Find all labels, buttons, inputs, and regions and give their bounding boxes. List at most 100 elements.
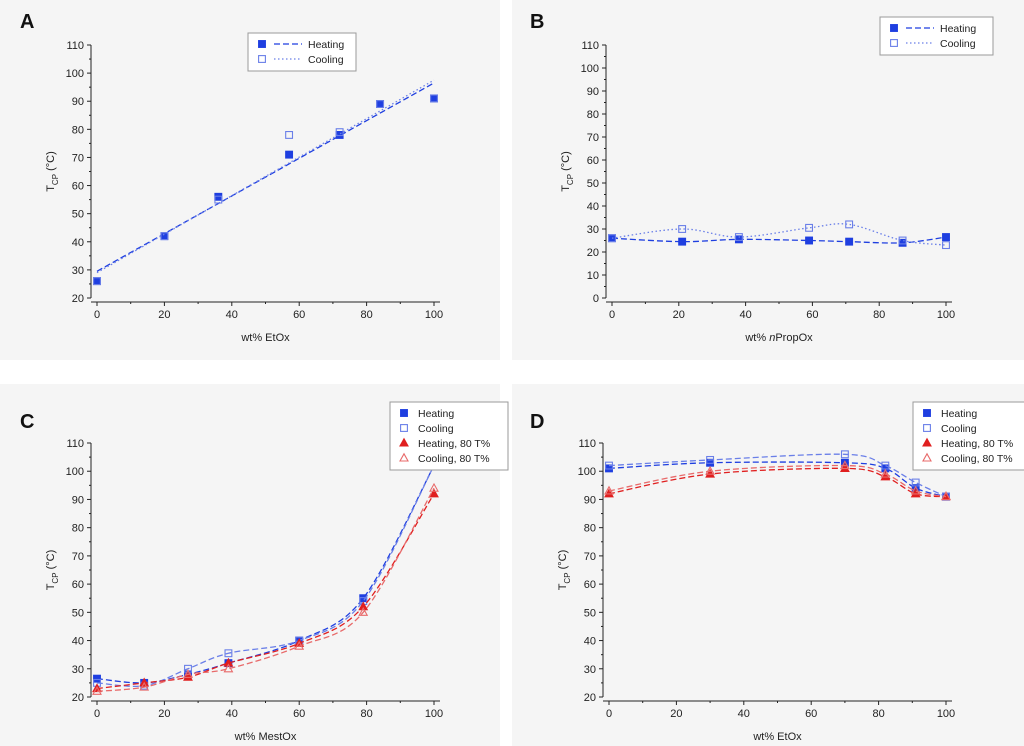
legend-marker <box>399 437 409 447</box>
legend-label: Cooling <box>940 38 976 50</box>
legend-marker <box>258 40 266 48</box>
data-point <box>93 277 101 286</box>
y-tick-label: 110 <box>578 438 596 450</box>
y-tick-label: 0 <box>593 293 599 305</box>
data-point <box>910 488 921 498</box>
x-tick-label: 60 <box>805 708 817 720</box>
x-tick-label: 20 <box>158 309 170 321</box>
y-tick-label: 80 <box>72 124 84 136</box>
chart-panel-c: C 20 30 40 50 60 70 80 90 100 110 0 20 40 60 80 100 wt% M… <box>20 401 509 743</box>
y-tick-label: 50 <box>72 607 84 619</box>
series-heating-80-t- <box>92 488 439 693</box>
legend-label: Cooling, 80 T% <box>418 453 490 465</box>
legend-label: Heating <box>308 39 344 51</box>
data-point <box>608 234 616 243</box>
data-point <box>214 195 223 204</box>
data-point <box>93 277 101 286</box>
data-point <box>285 131 294 139</box>
x-tick-label: 80 <box>872 708 884 720</box>
panel-label: A <box>20 11 34 33</box>
data-point <box>430 94 438 103</box>
data-point <box>839 463 850 472</box>
y-axis-label: TCP (°C) <box>560 151 575 192</box>
data-point <box>942 233 950 241</box>
legend: Heating Cooling <box>879 16 994 56</box>
legend-label: Heating, 80 T% <box>418 438 490 450</box>
data-point <box>93 674 101 683</box>
data-point <box>840 450 849 459</box>
legend-label: Cooling, 80 T% <box>941 453 1013 465</box>
series-cooling <box>93 79 438 286</box>
legend-marker <box>923 409 931 417</box>
fit-line <box>96 79 435 274</box>
series-heating <box>93 82 438 286</box>
x-tick-label: 100 <box>937 309 955 321</box>
data-point <box>604 485 614 495</box>
data-point <box>608 234 616 243</box>
legend-label: Heating, 80 T% <box>941 438 1013 450</box>
x-tick-label: 80 <box>873 309 885 321</box>
legend-label: Heating <box>941 408 977 420</box>
legend-marker <box>399 452 409 462</box>
fit-line <box>96 82 435 272</box>
data-point <box>910 485 921 495</box>
x-tick-label: 100 <box>937 708 955 720</box>
chart-panel-b: B 0 10 20 30 40 50 60 70 80 90 100 110 0 20 40 60 80 100 wt… <box>530 11 994 344</box>
y-tick-label: 30 <box>72 664 84 676</box>
panel-label: B <box>530 11 544 33</box>
data-point <box>139 681 150 691</box>
y-axis-label: TCP (°C) <box>45 151 60 192</box>
legend: Heating Cooling <box>247 32 357 72</box>
x-tick-label: 40 <box>739 309 751 321</box>
legend-marker <box>922 452 932 462</box>
fit-line <box>96 465 435 684</box>
data-point <box>224 649 233 658</box>
fit-line <box>608 467 947 498</box>
y-tick-label: 30 <box>72 265 84 277</box>
data-point <box>429 482 439 492</box>
y-tick-label: 40 <box>587 201 599 213</box>
y-tick-label: 100 <box>66 68 84 80</box>
data-point <box>605 461 613 470</box>
fit-line <box>96 493 435 690</box>
y-tick-label: 20 <box>72 692 84 704</box>
y-tick-label: 110 <box>66 40 84 52</box>
y-tick-label: 70 <box>584 551 596 563</box>
y-tick-label: 60 <box>72 181 84 193</box>
x-tick-label: 0 <box>609 309 615 321</box>
legend-marker <box>890 24 898 32</box>
data-point <box>734 233 743 241</box>
data-point <box>160 232 169 241</box>
x-tick-label: 0 <box>94 309 100 321</box>
x-tick-label: 60 <box>806 309 818 321</box>
y-tick-label: 110 <box>581 40 599 52</box>
x-axis-label: wt% EtOx <box>240 332 290 344</box>
y-tick-label: 70 <box>72 551 84 563</box>
y-tick-label: 50 <box>584 607 596 619</box>
x-tick-label: 80 <box>360 309 372 321</box>
panel-label: C <box>20 411 34 433</box>
data-point <box>705 468 716 478</box>
fit-line <box>611 236 947 244</box>
fit-line <box>611 223 947 246</box>
y-tick-label: 100 <box>66 466 84 478</box>
series-cooling <box>608 220 950 250</box>
y-tick-label: 90 <box>587 86 599 98</box>
legend-label: Heating <box>940 23 976 35</box>
series-cooling <box>93 461 438 690</box>
legend-box <box>389 401 509 471</box>
x-tick-label: 0 <box>94 708 100 720</box>
y-tick-label: 20 <box>584 692 596 704</box>
data-point <box>294 640 305 650</box>
y-tick-label: 80 <box>72 523 84 535</box>
y-tick-label: 60 <box>584 579 596 591</box>
chart-panel-a: A 20 30 40 50 60 70 80 90 100 110 0 20 40 60 80 100 wt% E… <box>20 11 443 344</box>
y-tick-label: 60 <box>72 579 84 591</box>
legend-marker <box>400 409 408 417</box>
data-point <box>285 150 294 159</box>
x-tick-label: 80 <box>360 708 372 720</box>
data-point <box>805 223 814 232</box>
legend-label: Cooling <box>418 423 454 435</box>
series-cooling-80-t- <box>604 460 951 501</box>
